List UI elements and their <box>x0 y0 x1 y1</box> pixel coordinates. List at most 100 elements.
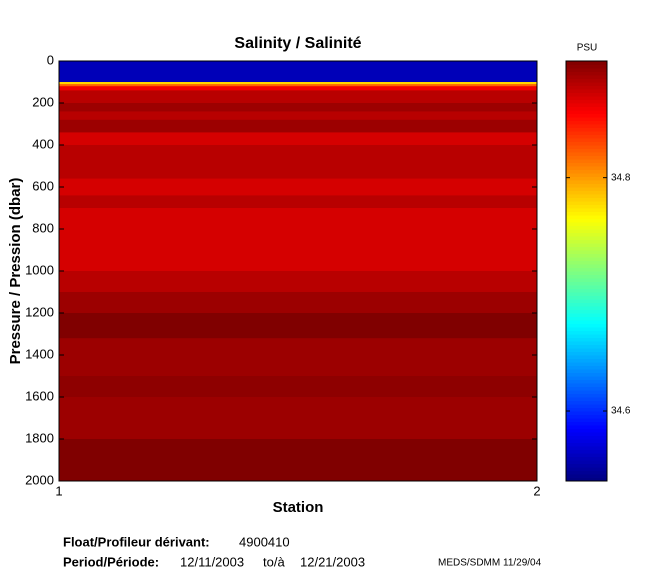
colorbar-segment <box>566 71 607 76</box>
x-tick-label: 1 <box>55 483 62 498</box>
colorbar-segment <box>566 449 607 454</box>
heat-cell <box>59 90 537 104</box>
colorbar-segment <box>566 397 607 401</box>
colorbar-segment <box>566 274 607 279</box>
colorbar-tick-label: 34.6 <box>611 406 631 417</box>
colorbar-segment <box>566 169 607 174</box>
colorbar-tick-label: 34.8 <box>611 172 631 183</box>
colorbar-segment <box>566 148 607 153</box>
colorbar-segment <box>566 106 607 111</box>
colorbar-segment <box>566 355 607 359</box>
colorbar-segment <box>566 271 607 275</box>
y-tick-label: 800 <box>32 220 54 235</box>
colorbar-segment <box>566 474 607 478</box>
colorbar-segment <box>566 404 607 408</box>
heat-cell <box>59 195 537 209</box>
colorbar-segment <box>566 162 607 167</box>
colorbar-segment <box>566 243 607 247</box>
colorbar-segment <box>566 264 607 268</box>
y-tick-label: 0 <box>47 52 54 67</box>
y-tick-label: 1400 <box>25 346 54 361</box>
colorbar-segment <box>566 110 607 114</box>
heat-cell <box>59 376 537 398</box>
colorbar-segment <box>566 460 607 464</box>
colorbar-segment <box>566 229 607 233</box>
colorbar-segment <box>566 327 607 331</box>
colorbar-segment <box>566 127 607 132</box>
colorbar-segment <box>566 379 607 384</box>
colorbar-segment <box>566 236 607 240</box>
credit: MEDS/SDMM 11/29/04 <box>438 558 542 569</box>
colorbar-segment <box>566 418 607 422</box>
colorbar-segment <box>566 442 607 447</box>
colorbar-segment <box>566 446 607 450</box>
colorbar-segment <box>566 257 607 261</box>
colorbar-segment <box>566 414 607 419</box>
colorbar-segment <box>566 190 607 195</box>
y-tick-label: 600 <box>32 178 54 193</box>
heat-cell <box>59 439 537 482</box>
colorbar-segment <box>566 222 607 226</box>
colorbar-segment <box>566 295 607 300</box>
y-tick-label: 1200 <box>25 304 54 319</box>
heat-cell <box>59 338 537 377</box>
colorbar-segment <box>566 411 607 415</box>
colorbar-segment <box>566 253 607 258</box>
colorbar-segment <box>566 302 607 307</box>
colorbar-segment <box>566 225 607 230</box>
colorbar-segment <box>566 393 607 398</box>
colorbar-segment <box>566 348 607 352</box>
colorbar-segment <box>566 99 607 104</box>
colorbar-segment <box>566 187 607 191</box>
colorbar-segment <box>566 141 607 146</box>
colorbar-segment <box>566 145 607 149</box>
colorbar-segment <box>566 204 607 209</box>
heat-cell <box>59 271 537 293</box>
heat-cell <box>59 145 537 180</box>
colorbar-segment <box>566 75 607 79</box>
colorbar-segment <box>566 78 607 83</box>
colorbar-segment <box>566 197 607 202</box>
colorbar-segment <box>566 400 607 405</box>
colorbar-segment <box>566 337 607 342</box>
colorbar-segment <box>566 456 607 461</box>
colorbar-segment <box>566 239 607 244</box>
colorbar-segment <box>566 313 607 317</box>
heat-cell <box>59 86 537 91</box>
colorbar-segment <box>566 383 607 387</box>
colorbar-segment <box>566 173 607 177</box>
colorbar-label: PSU <box>577 43 598 54</box>
heat-cell <box>59 132 537 146</box>
colorbar-segment <box>566 386 607 391</box>
colorbar-segment <box>566 152 607 156</box>
colorbar-segment <box>566 176 607 181</box>
colorbar-segment <box>566 117 607 121</box>
heat-cell <box>59 292 537 314</box>
colorbar-segment <box>566 428 607 433</box>
colorbar-segment <box>566 306 607 310</box>
colorbar-segment <box>566 232 607 237</box>
colorbar-segment <box>566 92 607 97</box>
colorbar-segment <box>566 390 607 394</box>
y-tick-label: 1800 <box>25 430 54 445</box>
colorbar-segment <box>566 320 607 324</box>
colorbar-segment <box>566 159 607 163</box>
heat-cell <box>59 84 537 87</box>
colorbar-segment <box>566 425 607 429</box>
colorbar-segment <box>566 299 607 303</box>
colorbar-segment <box>566 365 607 370</box>
heat-cell <box>59 82 537 85</box>
colorbar-segment <box>566 439 607 443</box>
heat-cell <box>59 103 537 112</box>
period-start: 12/11/2003 <box>180 554 244 569</box>
heat-cell <box>59 397 537 440</box>
colorbar-segment <box>566 211 607 216</box>
colorbar-segment <box>566 134 607 139</box>
y-tick-label: 2000 <box>25 472 54 487</box>
y-axis-label: Pressure / Pression (dbar) <box>7 178 24 365</box>
colorbar-segment <box>566 85 607 90</box>
colorbar-segment <box>566 180 607 184</box>
period-to: to/à <box>263 554 285 569</box>
heat-cell <box>59 208 537 272</box>
colorbar-segment <box>566 463 607 468</box>
